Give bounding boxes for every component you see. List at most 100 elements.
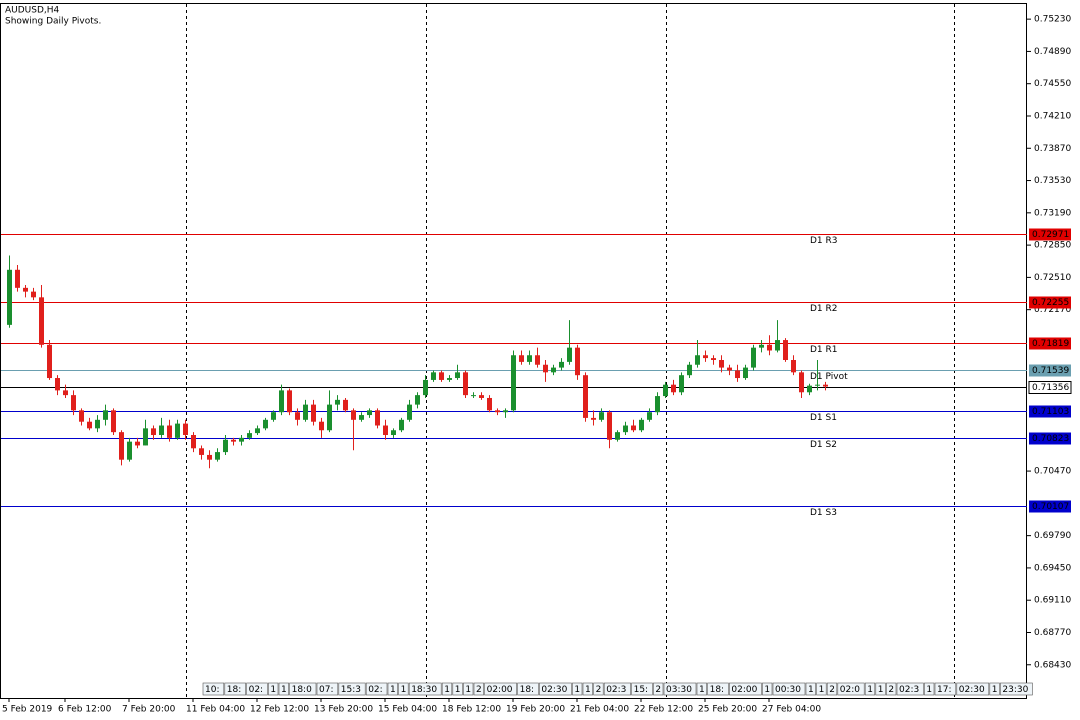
time-tag: 1 <box>699 685 705 695</box>
y-tick-label: 0.72510 <box>1034 273 1071 283</box>
time-tag: 02:30 <box>541 685 567 695</box>
time-tag: 02:3 <box>606 685 626 695</box>
time-tag: 02:30 <box>959 685 985 695</box>
candle-body <box>695 355 700 365</box>
candle-body <box>319 421 324 431</box>
candle-body <box>135 441 140 446</box>
time-tag-box <box>224 682 246 696</box>
candle-body <box>263 419 268 429</box>
time-tag: 02:0 <box>840 685 860 695</box>
y-tick-label: 0.69450 <box>1034 563 1071 573</box>
time-tag: 1 <box>401 685 407 695</box>
candle-body <box>367 410 372 416</box>
x-tick-label: 15 Feb 04:00 <box>378 705 437 715</box>
time-tag: 1 <box>444 685 450 695</box>
candle-body <box>455 372 460 379</box>
time-tag: 00:30 <box>775 685 801 695</box>
time-tag-box <box>816 682 827 696</box>
time-tag: 17: <box>937 685 951 695</box>
time-tag-box <box>886 682 897 696</box>
candle-body <box>63 390 68 396</box>
time-tag-box <box>696 682 707 696</box>
time-tag-box <box>316 682 339 696</box>
candle-body <box>583 375 588 418</box>
price-box-label: 0.70823 <box>1032 434 1069 444</box>
candle-body <box>343 399 348 411</box>
time-tag: 02:00 <box>487 685 513 695</box>
time-tag: 10: <box>205 685 219 695</box>
time-tag-box <box>202 682 225 696</box>
candle-body <box>207 454 212 460</box>
x-tick-label: 25 Feb 20:00 <box>698 705 757 715</box>
x-tick-label: 27 Feb 04:00 <box>762 705 821 715</box>
candle-body <box>615 432 620 440</box>
candle-body <box>175 423 180 438</box>
price-box <box>1029 405 1071 418</box>
candle-body <box>15 269 20 288</box>
candle-body <box>415 395 420 405</box>
time-tag-box <box>398 682 409 696</box>
candle-body <box>711 358 716 360</box>
candle-body <box>47 344 52 379</box>
candle-body <box>471 395 476 397</box>
time-tag-box <box>582 682 593 696</box>
candle-body <box>639 419 644 431</box>
candle-body <box>359 415 364 420</box>
time-tag-box <box>338 682 366 696</box>
candle-body <box>703 355 708 359</box>
candle-body <box>247 433 252 438</box>
candle-body <box>551 367 556 373</box>
time-tag-box <box>707 682 729 696</box>
time-tag-box <box>653 682 664 696</box>
candle-body <box>783 340 788 360</box>
x-tick-label: 18 Feb 12:00 <box>442 705 501 715</box>
time-tag-box <box>762 682 773 696</box>
time-tag: 18: <box>520 685 534 695</box>
pivot-label: D1 R1 <box>810 345 838 355</box>
price-box <box>1029 500 1071 513</box>
candle-body <box>519 355 524 362</box>
y-tick-label: 0.68430 <box>1034 660 1071 670</box>
candle-body <box>143 428 148 446</box>
candle-body <box>495 410 500 413</box>
time-tag: 1 <box>819 685 825 695</box>
candle-body <box>303 404 308 420</box>
price-box <box>1029 364 1071 377</box>
candle-body <box>255 428 260 434</box>
time-tag: 18:0 <box>292 685 312 695</box>
time-tag-box <box>289 682 317 696</box>
x-tick-label: 5 Feb 2019 <box>2 705 53 715</box>
candle-body <box>759 344 764 348</box>
price-box-label: 0.71539 <box>1032 366 1069 376</box>
price-box <box>1029 337 1071 350</box>
y-tick-label: 0.69110 <box>1034 596 1071 606</box>
time-tag-box <box>1000 682 1033 696</box>
time-tag: 1 <box>992 685 998 695</box>
price-box-label: 0.71819 <box>1032 339 1069 349</box>
candle-body <box>223 439 228 453</box>
candle-body <box>735 370 740 379</box>
pivot-label: D1 S2 <box>810 440 837 450</box>
time-tag-box <box>989 682 1000 696</box>
candle-body <box>103 410 108 420</box>
candle-body <box>31 291 36 298</box>
candle-body <box>775 340 780 351</box>
candle-body <box>559 361 564 368</box>
time-tag-box <box>729 682 762 696</box>
candle-body <box>567 347 572 362</box>
time-tag: 02: <box>368 685 382 695</box>
candle-body <box>431 372 436 380</box>
candle-body <box>375 410 380 426</box>
candle-body <box>127 441 132 460</box>
candle-body <box>183 423 188 436</box>
candle-body <box>647 412 652 420</box>
time-tag: 1 <box>270 685 276 695</box>
time-tag-box <box>864 682 876 696</box>
price-box-label: 0.72971 <box>1032 230 1069 240</box>
candle-body <box>799 372 804 393</box>
candle-body <box>447 378 452 380</box>
pivot-label: D1 S3 <box>810 508 837 518</box>
time-tag-box <box>663 682 697 696</box>
candle-body <box>383 425 388 436</box>
